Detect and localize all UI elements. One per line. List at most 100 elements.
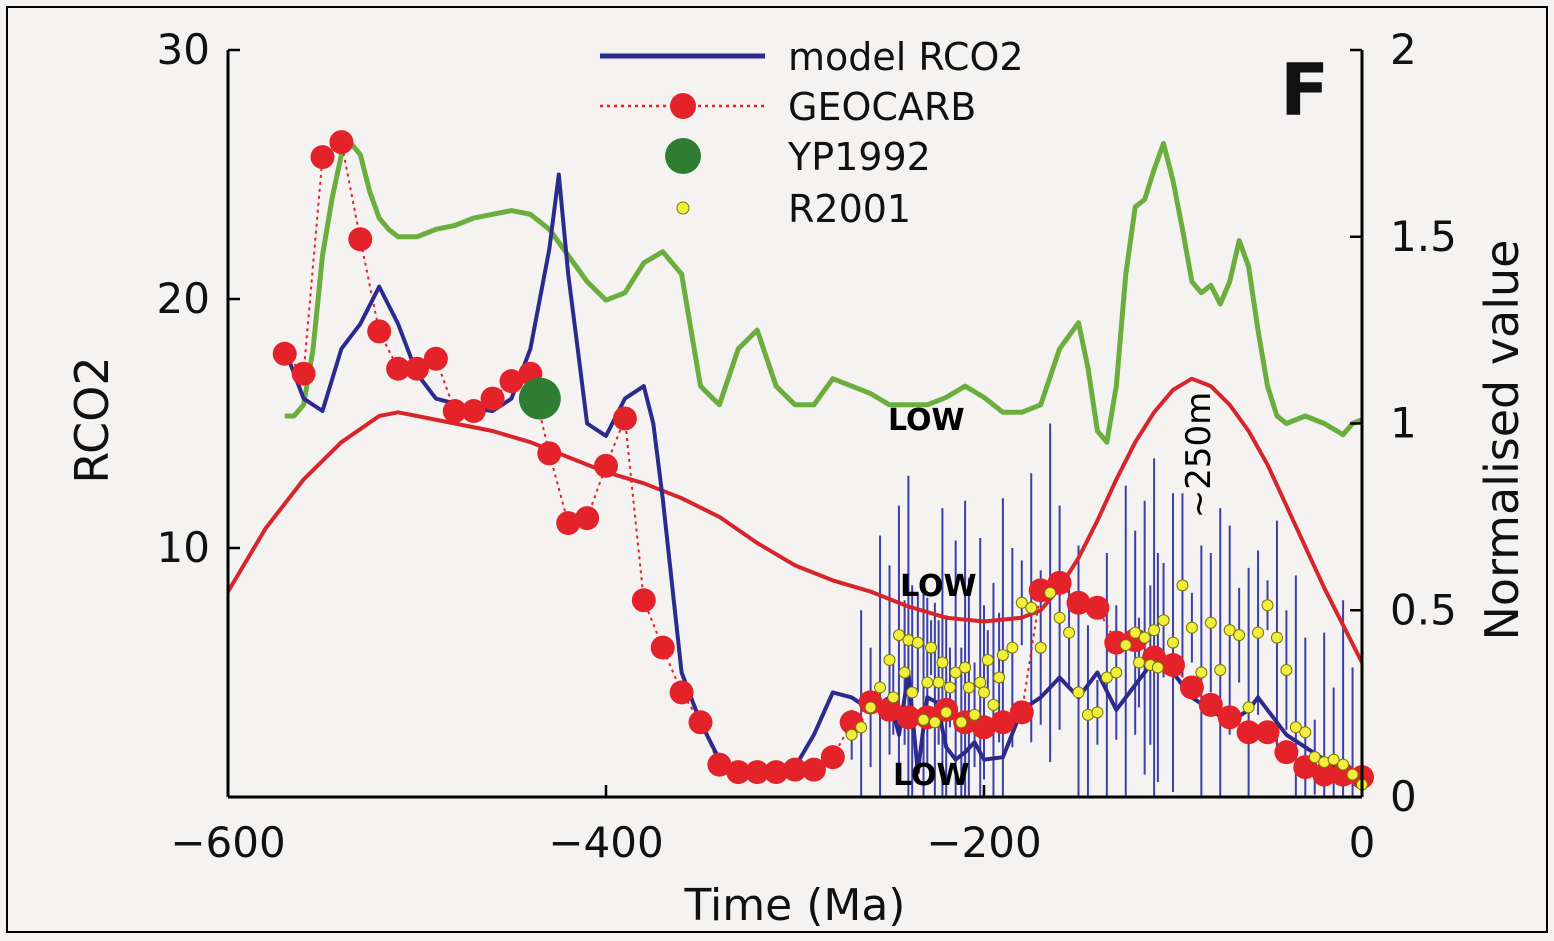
y2-tick-label: 0 [1390,772,1417,821]
y-tick-label: 20 [157,274,210,323]
geocarb-point [612,406,637,431]
r2001-point [955,716,968,729]
r2001-point [978,686,990,699]
r2001-point [892,629,905,642]
x-axis-label: Time (Ma) [684,880,906,931]
geocarb-point [972,715,996,740]
geocarb-point [650,635,675,660]
r2001-point [943,681,956,694]
legend-label-r2001: R2001 [788,187,911,231]
r2001-point [959,661,972,674]
r2001-point [855,721,868,734]
geocarb-point [1009,700,1034,725]
geocarb-point [367,319,392,344]
r2001-point [1110,666,1123,679]
r2001-point [981,654,994,667]
legend-yp-marker [665,138,701,174]
r2001-point [874,681,887,694]
r2001-point [1261,599,1274,612]
geocarb-point [386,356,411,381]
geocarb-point [1312,762,1337,787]
axes-layer: −600 −400 −200 0 10 20 30 0 0.5 1 1.5 2 [157,25,1457,867]
r2001-point [1119,639,1132,652]
r2001-point [1034,641,1047,654]
r2001-point [962,681,975,694]
geocarb-point [631,588,656,613]
y-axis-label: RCO2 [65,356,119,483]
annotation-low-1: LOW [888,403,965,438]
geocarb-point [442,399,467,424]
r2001-point [974,676,987,689]
panel-label: F [1280,48,1329,132]
x-tick-label: −200 [926,818,1041,867]
geocarb-point [820,745,845,770]
geocarb-point [480,386,505,411]
geocarb-point [877,697,902,722]
geocarb-point [272,341,297,366]
r2001-point [993,671,1006,684]
legend-label-geocarb: GEOCARB [788,85,976,129]
r2001-point [1044,586,1057,599]
annotation-low-2: LOW [900,569,977,604]
geocarb-point [594,453,618,478]
geocarb-point [990,710,1015,735]
normalised-value-line [284,140,1363,445]
r2001-point [883,654,896,667]
geocarb-point [801,757,826,782]
annotation-250m: ~250m [1179,392,1219,519]
r2001-point [936,656,949,669]
geocarb-point [405,356,429,381]
r2001-point [987,698,1000,711]
r2001-point [1053,611,1066,624]
r2001-point [1233,629,1246,642]
y2-axis-label: Normalised value [1475,240,1529,641]
r2001-point [911,636,924,649]
geocarb-point [783,757,807,782]
geocarb-point [669,680,694,705]
r2001-point [1308,751,1321,764]
r2001-point [1025,601,1038,614]
r2001-point [1072,686,1085,699]
legend-geocarb-marker [670,93,696,119]
geocarb-point [1331,762,1356,787]
y2-tick-label: 2 [1390,25,1417,74]
r2001-point [1132,656,1145,669]
r2001-point [1280,664,1293,677]
geocarb-point [896,705,921,730]
r2001-point [1129,626,1142,639]
y2-tick-label: 1 [1390,399,1417,448]
x-tick-label: 0 [1349,818,1376,867]
geocarb-point [688,710,713,735]
geocarb-point [1236,720,1261,745]
r2001-point [1100,671,1113,684]
geocarb-point [423,346,448,371]
r2001-point [1346,768,1359,781]
y2-tick-label: 1.5 [1390,212,1457,261]
r2001-point [1223,624,1236,637]
geocarb-point [764,760,789,785]
r2001-point [949,666,962,679]
r2001-point [968,708,981,721]
r2001-point [925,641,938,654]
r2001-point [1138,631,1151,644]
r2001-point [1204,616,1217,629]
r2001-point [1015,596,1028,609]
geocarb-point [1066,590,1091,615]
r2001-point [1327,753,1340,766]
geocarb-point [575,506,600,531]
geocarb-point [329,130,354,155]
r2001-point [1337,758,1350,771]
legend: model RCO2 GEOCARB YP1992 R2001 [600,35,1024,231]
geocarb-point [291,361,316,386]
r2001-point [1195,666,1208,679]
r2001-point [1185,621,1198,634]
r2001-point [1091,706,1104,719]
r2001-point [1289,721,1302,734]
r2001-point [887,691,900,704]
legend-r2001-marker [676,201,690,215]
geocarb-point [1274,740,1299,765]
r2001-point [932,676,945,689]
x-tick-label: −600 [170,818,285,867]
annotation-low-3: LOW [893,758,970,793]
